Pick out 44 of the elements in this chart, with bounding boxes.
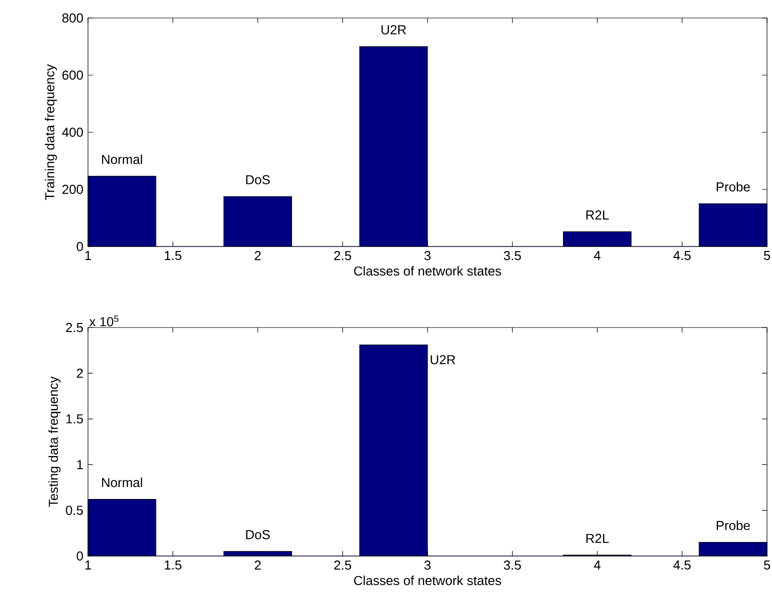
y-tick-label: 1 (77, 460, 83, 470)
x-tick-label: 5 (764, 560, 770, 570)
annotation: Normal (102, 154, 142, 164)
x-tick-label: 1.5 (164, 251, 182, 260)
annotation: Normal (102, 478, 142, 488)
y-tick-label: 0 (76, 242, 83, 252)
x-tick-label: 3 (424, 251, 431, 260)
y-tick-label: 200 (62, 184, 83, 194)
y-tick-label: 0.5 (66, 506, 83, 515)
annotation: R2L (586, 534, 609, 543)
x-tick-label: 2 (254, 560, 261, 570)
x-tick-label: 3 (424, 560, 431, 570)
y-tick-label: 0 (76, 551, 83, 561)
annotation: U2R (382, 25, 406, 34)
x-tick-label: 3.5 (504, 560, 521, 570)
y-tick-label: 1.5 (66, 414, 83, 424)
x-tick-label: 4.5 (673, 560, 691, 570)
y-tick-label: 2.5 (66, 322, 83, 332)
x-tick-label: 4 (594, 251, 600, 260)
x-tick-label: 2 (254, 251, 261, 260)
x-tick-label: 3.5 (504, 251, 521, 260)
x-tick-label: 2.5 (334, 251, 352, 260)
annotation: R2L (586, 210, 609, 220)
y-axis-title: Training data frequency (44, 64, 57, 200)
y-axis-title: Testing data frequency (48, 376, 61, 507)
annotation: Probe (716, 520, 750, 530)
x-tick-label: 4 (594, 560, 600, 570)
annotation: Probe (716, 182, 750, 192)
y-tick-label: 800 (62, 13, 83, 23)
annotation: DoS (246, 175, 270, 184)
x-tick-label: 4.5 (673, 251, 691, 260)
y-tick-label: 400 (62, 128, 83, 137)
x-axis-title: Classes of network states (354, 266, 502, 276)
text: x 10$^{5}$ (89, 316, 118, 326)
x-tick-label: 1 (85, 251, 91, 260)
x-tick-label: 5 (764, 251, 770, 260)
x-tick-label: 1.5 (164, 560, 182, 570)
annotation: U2R (430, 355, 456, 364)
x-tick-label: 1 (85, 560, 91, 570)
x-tick-label: 2.5 (334, 560, 352, 570)
x-axis-title: Classes of network states (354, 576, 502, 586)
y-tick-label: 2 (76, 368, 83, 378)
annotation: DoS (246, 530, 270, 540)
y-tick-label: 600 (62, 70, 83, 80)
